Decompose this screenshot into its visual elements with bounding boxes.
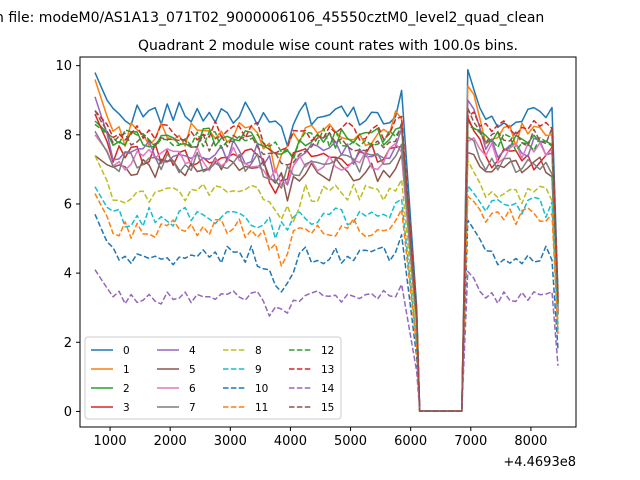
legend-label-4: 4 — [189, 345, 196, 357]
y-tick-label: 6 — [64, 197, 72, 212]
chart-title: Quadrant 2 module wise count rates with … — [138, 38, 518, 54]
legend-label-8: 8 — [255, 345, 262, 357]
chart-suptitle: n file: modeM0/AS1A13_071T02_9000006106_… — [0, 10, 544, 26]
series-line-14 — [94, 269, 559, 412]
series-layer — [94, 68, 559, 412]
y-axis: 0 2 4 6 8 10 — [55, 59, 80, 420]
legend-label-9: 9 — [255, 364, 262, 376]
legend-box — [84, 336, 342, 420]
legend-label-11: 11 — [255, 402, 268, 414]
x-tick-label: 5000 — [334, 434, 367, 449]
x-tick-label: 6000 — [394, 434, 427, 449]
x-axis: 1000 2000 3000 4000 5000 6000 7000 8000 — [94, 427, 547, 449]
x-tick-label: 7000 — [454, 434, 487, 449]
legend-label-2: 2 — [123, 383, 130, 395]
legend-label-10: 10 — [255, 383, 268, 395]
y-tick-label: 4 — [64, 267, 72, 282]
legend-label-15: 15 — [321, 402, 334, 414]
x-tick-label: 3000 — [214, 434, 247, 449]
series-line-7 — [94, 130, 559, 412]
y-tick-label: 10 — [55, 59, 72, 74]
series-line-10 — [94, 214, 559, 412]
x-tick-label: 1000 — [94, 434, 127, 449]
legend-label-7: 7 — [189, 402, 196, 414]
legend-label-12: 12 — [321, 345, 334, 357]
plot-frame — [79, 56, 577, 428]
series-line-0 — [94, 68, 559, 412]
legend-label-1: 1 — [123, 364, 130, 376]
legend-label-14: 14 — [321, 383, 335, 395]
series-line-12 — [94, 123, 559, 412]
series-line-8 — [94, 155, 559, 412]
series-line-11 — [94, 193, 559, 412]
series-line-5 — [94, 151, 559, 412]
legend-label-13: 13 — [321, 364, 334, 376]
legend-label-6: 6 — [189, 383, 196, 395]
y-tick-label: 2 — [64, 336, 72, 351]
series-line-13 — [94, 110, 559, 412]
y-tick-label: 8 — [64, 128, 72, 143]
x-tick-label: 4000 — [274, 434, 307, 449]
series-line-9 — [94, 184, 559, 412]
x-tick-label: 8000 — [514, 434, 547, 449]
legend-label-3: 3 — [123, 402, 130, 414]
series-line-15 — [94, 107, 559, 412]
x-tick-label: 2000 — [154, 434, 187, 449]
y-tick-label: 0 — [64, 405, 72, 420]
legend-label-5: 5 — [189, 364, 196, 376]
legend-label-0: 0 — [123, 345, 130, 357]
series-line-6 — [94, 134, 559, 412]
x-offset-label: +4.4693e8 — [503, 455, 576, 470]
